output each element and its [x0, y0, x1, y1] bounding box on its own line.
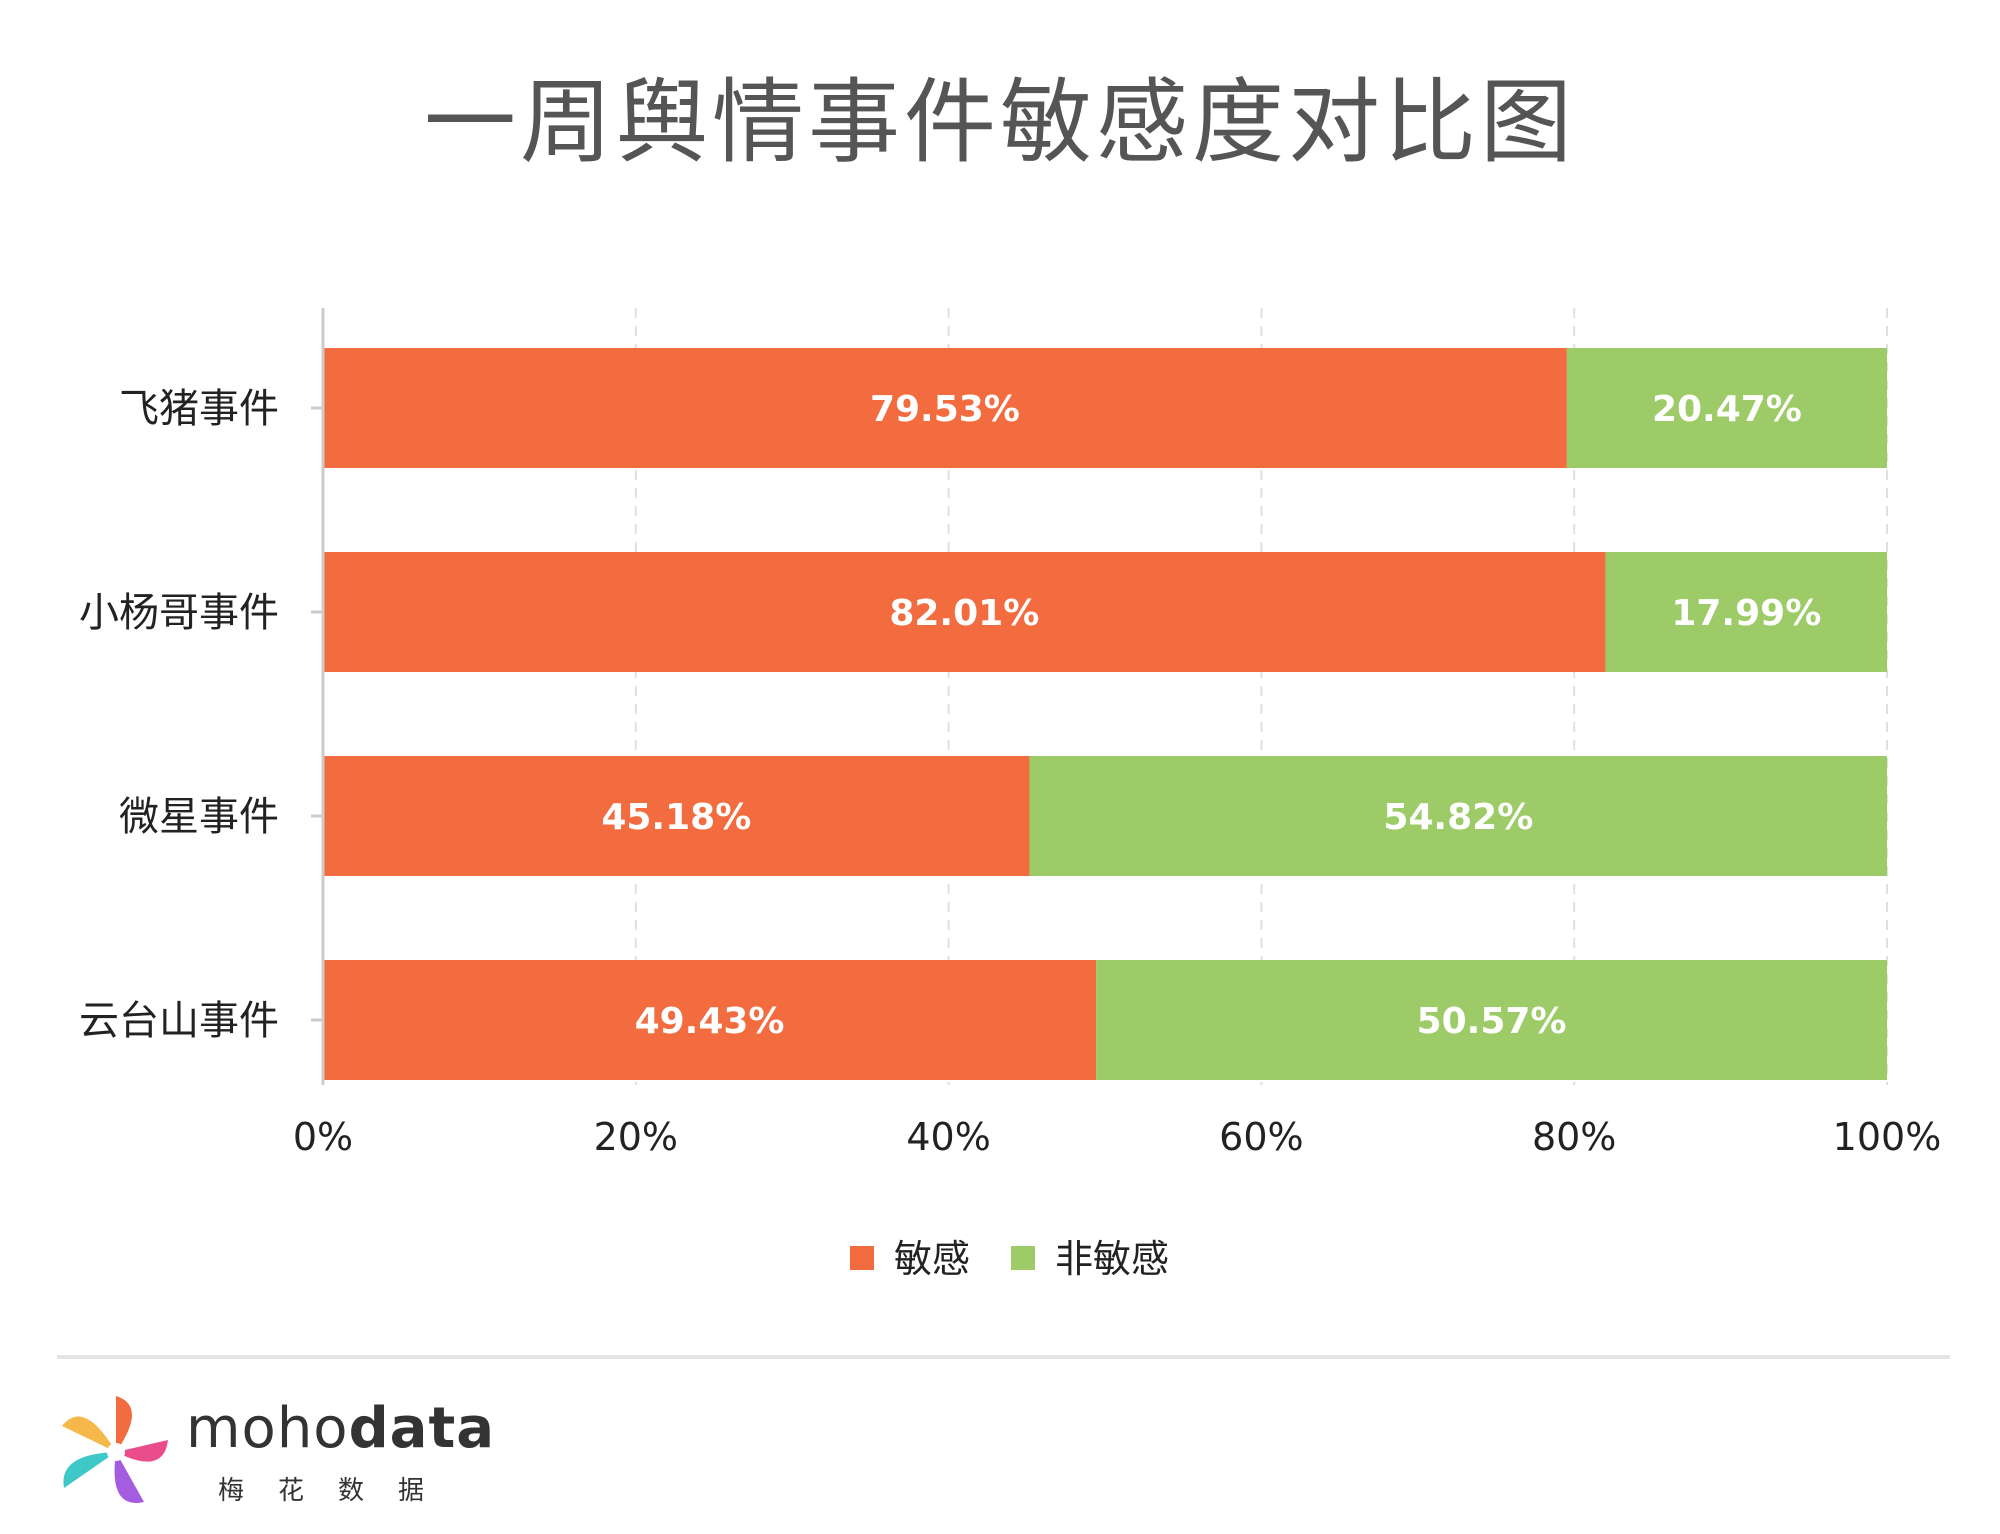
bars-layer: 79.53% 20.47% 82.01% 17.99% 45.18% 54.82% 49.4… — [323, 348, 1887, 1080]
x-tick-label: 20% — [594, 1115, 678, 1159]
bar-non-sensitive — [1096, 960, 1887, 1080]
bar-sensitive — [323, 348, 1567, 468]
data-label: 50.57% — [1417, 1001, 1567, 1042]
category-label: 飞猪事件 — [119, 386, 279, 432]
data-label: 20.47% — [1652, 389, 1802, 430]
legend-label: 敏感 — [894, 1237, 970, 1281]
data-label: 17.99% — [1671, 593, 1821, 634]
brand-name: mohodata — [186, 1396, 495, 1461]
bar-sensitive — [323, 552, 1606, 672]
x-tick-label: 80% — [1532, 1115, 1616, 1159]
bar-sensitive — [323, 960, 1097, 1080]
bar-non-sensitive — [1029, 756, 1887, 876]
x-tick-label: 40% — [906, 1115, 990, 1159]
brand-name-light: moho — [186, 1396, 349, 1461]
pinwheel-icon — [62, 1396, 168, 1503]
x-tick-label: 0% — [293, 1115, 353, 1159]
brand-chinese-name: 梅花数据 — [218, 1476, 459, 1506]
chart-plot: 79.53% 20.47% 82.01% 17.99% 45.18% 54.82% 49.4… — [79, 308, 1941, 1281]
chart-title: 一周舆情事件敏感度对比图 — [423, 69, 1576, 176]
data-label: 49.43% — [635, 1001, 785, 1042]
data-label: 82.01% — [889, 593, 1039, 634]
category-label: 微星事件 — [119, 794, 279, 840]
x-tick-label: 100% — [1833, 1115, 1942, 1159]
brand-name-bold: data — [348, 1396, 496, 1461]
category-label: 云台山事件 — [79, 998, 279, 1044]
legend-swatch — [1011, 1246, 1035, 1270]
bar-sensitive — [323, 756, 1030, 876]
data-label: 79.53% — [870, 389, 1020, 430]
data-label: 54.82% — [1383, 797, 1533, 838]
footer-divider — [57, 1355, 1950, 1359]
bar-non-sensitive — [1566, 348, 1887, 468]
legend-swatch — [850, 1246, 874, 1270]
legend: 敏感 非敏感 — [850, 1237, 1169, 1281]
category-label: 小杨哥事件 — [79, 590, 279, 636]
bar-non-sensitive — [1605, 552, 1887, 672]
legend-label: 非敏感 — [1055, 1237, 1169, 1281]
x-tick-label: 60% — [1219, 1115, 1303, 1159]
data-label: 45.18% — [601, 797, 751, 838]
